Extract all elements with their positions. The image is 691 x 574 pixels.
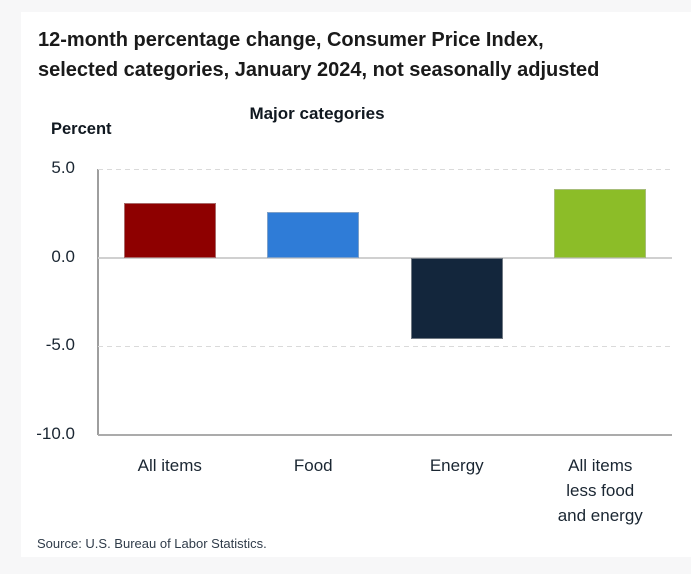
x-category-label-line: Energy bbox=[429, 456, 484, 475]
y-tick-label: 0.0 bbox=[51, 246, 75, 266]
x-category-label: Food bbox=[242, 453, 386, 478]
x-category-label-line: All items bbox=[568, 456, 633, 475]
x-axis-line bbox=[98, 434, 672, 436]
y-tick-label: -5.0 bbox=[45, 335, 75, 355]
y-axis-title: Percent bbox=[51, 120, 112, 138]
bar-energy bbox=[410, 257, 503, 340]
page-title: 12-month percentage change, Consumer Pri… bbox=[38, 25, 678, 85]
source-note: Source: U.S. Bureau of Labor Statistics. bbox=[37, 536, 267, 551]
bar-all-items-less-food-and-energy bbox=[554, 188, 647, 258]
page-title-line-2: selected categories, January 2024, not s… bbox=[38, 59, 600, 81]
chart-card: 12-month percentage change, Consumer Pri… bbox=[21, 12, 691, 557]
chart-title: Major categories bbox=[249, 104, 385, 123]
x-category-label-line: less food bbox=[566, 481, 635, 500]
y-axis-line bbox=[97, 169, 99, 435]
bar-food bbox=[267, 211, 360, 258]
x-category-label: Energy bbox=[385, 453, 529, 478]
y-gridline bbox=[98, 346, 672, 348]
y-tick-label: 5.0 bbox=[51, 158, 75, 177]
y-gridline bbox=[98, 169, 672, 170]
zero-line bbox=[98, 256, 672, 259]
x-category-label-line: All items bbox=[137, 456, 202, 475]
bar-all-items bbox=[123, 202, 216, 258]
plot-area bbox=[97, 169, 672, 436]
x-category-label: All items less food and energy bbox=[529, 453, 673, 528]
x-category-label-line: Food bbox=[293, 456, 333, 475]
x-category-label-line: and energy bbox=[557, 506, 643, 525]
x-category-label: All items bbox=[98, 453, 242, 478]
y-tick-label: -10.0 bbox=[36, 424, 75, 443]
page-title-line-1: 12-month percentage change, Consumer Pri… bbox=[38, 29, 544, 51]
